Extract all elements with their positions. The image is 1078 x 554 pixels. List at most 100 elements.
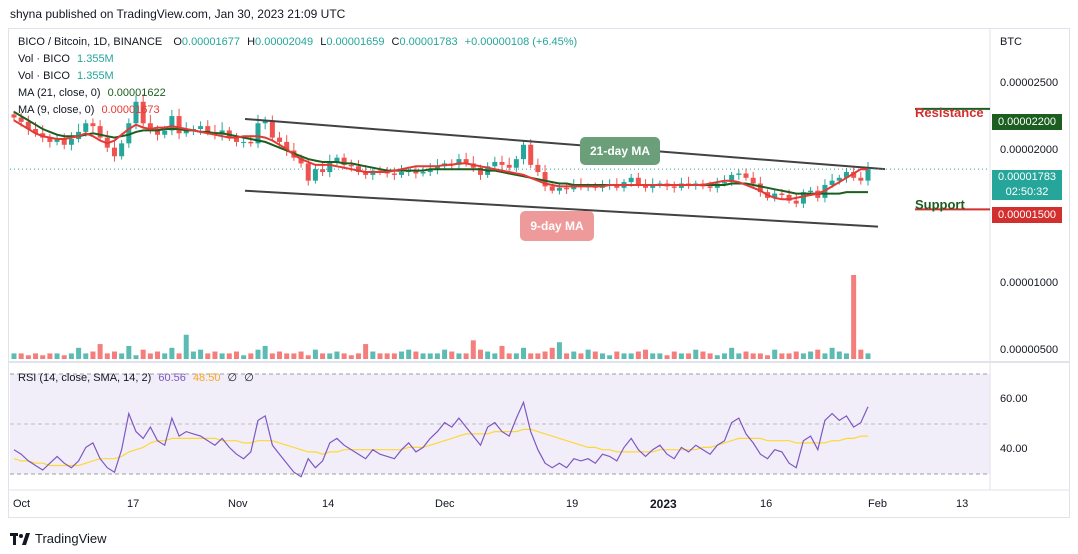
ohlc-open-label: O — [173, 36, 182, 48]
candle-body — [736, 173, 742, 175]
candle-body — [348, 164, 354, 167]
volume-bar — [858, 349, 864, 359]
time-label-19: 19 — [566, 498, 579, 510]
last-price-tag: 0.00001783 02:50:32 — [992, 170, 1062, 200]
volume-bar — [11, 353, 17, 359]
ma9-label: MA (9, close, 0) — [18, 104, 95, 116]
volume-bar — [162, 353, 168, 359]
candle-body — [779, 193, 785, 195]
candle-body — [305, 163, 311, 181]
candle-body — [155, 129, 161, 135]
volume-bar — [341, 353, 347, 359]
ma9-line — [13, 119, 868, 201]
time-label-feb: Feb — [868, 498, 887, 510]
candle-body — [399, 172, 405, 175]
candle-body — [729, 174, 735, 183]
volume-bar — [284, 353, 290, 359]
volume-bar — [312, 349, 318, 359]
volume-bar — [205, 353, 211, 359]
volume-bar — [399, 351, 405, 359]
volume-bar — [348, 355, 354, 359]
price-tick-4: 0.00000500 — [1000, 344, 1059, 356]
volume-bar — [248, 353, 254, 359]
candle-body — [671, 186, 677, 188]
volume-bar — [140, 349, 146, 359]
publisher-line: shyna published on TradingView.com, Jan … — [10, 7, 346, 21]
volume-bar — [635, 351, 641, 359]
volume-bar — [729, 347, 735, 359]
volume-bar — [384, 353, 390, 359]
volume-bar — [104, 353, 110, 359]
candle-body — [363, 172, 369, 175]
volume-bar — [793, 351, 799, 359]
volume-bar — [377, 353, 383, 359]
rsi-extra-1: ∅ — [227, 372, 238, 384]
candle-body — [33, 129, 39, 134]
rsi-line — [13, 400, 869, 478]
volume-bar — [808, 351, 814, 359]
support-label: Support — [915, 197, 965, 212]
time-label-2023: 2023 — [650, 497, 677, 511]
volume-bar — [585, 349, 591, 359]
volume-bar — [183, 334, 189, 359]
candle-body — [528, 144, 534, 165]
volume-legend-1: Vol · BICO 1.355M — [18, 53, 114, 65]
time-label-nov: Nov — [228, 498, 248, 510]
candle-body — [851, 172, 857, 178]
tradingview-brand: TradingView — [35, 531, 107, 546]
channel-lower-line — [244, 189, 879, 228]
volume-legend-2: Vol · BICO 1.355M — [18, 70, 114, 82]
volume-bar — [578, 353, 584, 359]
volume-bar — [291, 353, 297, 359]
time-label-oct: Oct — [13, 498, 31, 510]
volume-bar — [147, 353, 153, 359]
tradingview-logo[interactable]: TradingView — [10, 531, 107, 546]
candle-body — [341, 157, 347, 165]
candle-body — [549, 186, 555, 191]
volume-bar — [320, 353, 326, 359]
vol-label-2: Vol · BICO — [18, 70, 70, 82]
candle-body — [320, 169, 326, 173]
bar-countdown: 02:50:32 — [1005, 186, 1049, 198]
candle-body — [420, 172, 426, 174]
volume-bar — [865, 353, 871, 359]
volume-bar — [68, 353, 74, 359]
volume-bar — [592, 351, 598, 359]
volume-bar — [556, 342, 562, 359]
volume-bar — [18, 353, 24, 359]
volume-bar — [607, 355, 613, 359]
volume-bar — [40, 355, 46, 359]
volume-bar — [700, 351, 706, 359]
vol-value-1: 1.355M — [77, 53, 114, 65]
time-label-17: 17 — [127, 498, 140, 510]
volume-bar — [47, 353, 53, 359]
price-pane[interactable] — [10, 30, 990, 360]
volume-bar — [363, 344, 369, 359]
candle-body — [750, 177, 756, 184]
candle-body — [241, 141, 247, 143]
volume-bar — [671, 351, 677, 359]
candle-body — [176, 116, 182, 134]
volume-bar — [693, 349, 699, 359]
candle-body — [858, 177, 864, 181]
candle-body — [564, 187, 570, 190]
volume-bar — [650, 353, 656, 359]
candle-body — [327, 162, 333, 173]
candle-body — [463, 159, 469, 164]
volume-bar — [836, 351, 842, 359]
volume-bar — [614, 351, 620, 359]
volume-bar — [406, 349, 412, 359]
volume-bar — [851, 275, 857, 359]
volume-bar — [743, 351, 749, 359]
price-tick-1: 0.00002500 — [1000, 77, 1059, 89]
candle-body — [786, 195, 792, 201]
ohlc-low-value: 0.00001659 — [326, 36, 385, 48]
rsi-value: 60.56 — [158, 372, 186, 384]
candle-body — [126, 123, 132, 144]
candle-body — [198, 126, 204, 129]
volume-bar — [571, 351, 577, 359]
volume-bar — [212, 351, 218, 359]
candle-body — [25, 121, 31, 129]
candle-body — [743, 173, 749, 178]
